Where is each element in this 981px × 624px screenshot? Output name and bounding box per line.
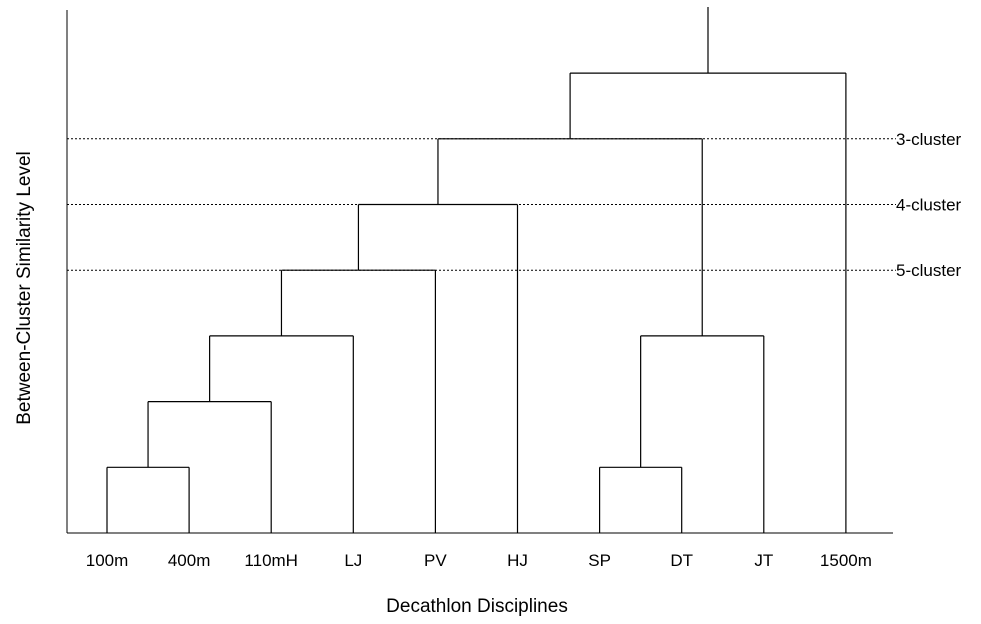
x-axis-title: Decathlon Disciplines bbox=[386, 596, 568, 617]
leaf-labels: 100m 400m 110mH LJ PV HJ SP DT JT 1500m bbox=[86, 551, 872, 570]
leaf-label: 100m bbox=[86, 551, 129, 570]
leaf-label: 1500m bbox=[820, 551, 872, 570]
cluster-cut-label: 5-cluster bbox=[896, 261, 962, 280]
leaf-label: DT bbox=[670, 551, 693, 570]
leaf-label: SP bbox=[588, 551, 611, 570]
leaf-label: JT bbox=[754, 551, 773, 570]
leaf-label: 110mH bbox=[244, 551, 298, 570]
leaf-label: LJ bbox=[344, 551, 362, 570]
y-axis-title: Between-Cluster Similarity Level bbox=[14, 151, 35, 425]
leaf-label: 400m bbox=[168, 551, 211, 570]
cluster-cut-label: 4-cluster bbox=[896, 196, 962, 215]
cluster-cut-label: 3-cluster bbox=[896, 130, 962, 149]
reference-labels: 3-cluster 4-cluster 5-cluster bbox=[896, 130, 962, 280]
axes bbox=[66, 10, 893, 534]
leaf-label: HJ bbox=[507, 551, 528, 570]
dendrogram-links bbox=[106, 7, 847, 533]
leaf-label: PV bbox=[424, 551, 447, 570]
